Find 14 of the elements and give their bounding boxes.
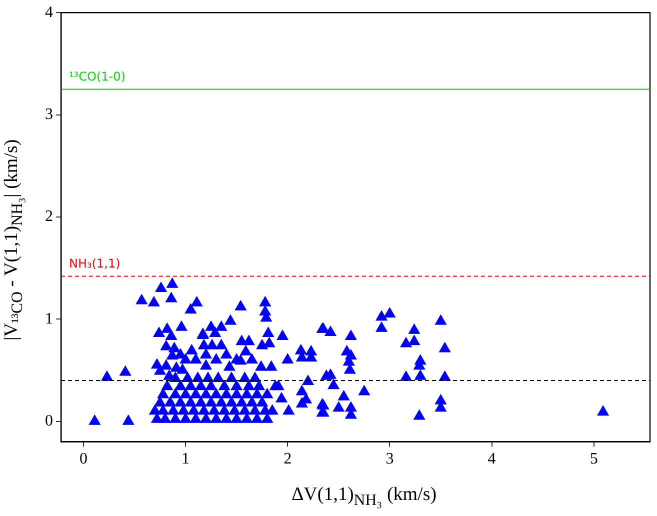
- x-tick-label: 2: [284, 450, 292, 468]
- x-tick-label: 5: [590, 450, 598, 468]
- x-tick-label: 1: [182, 450, 190, 468]
- y-tick-label: 4: [45, 4, 53, 21]
- x-tick-label: 0: [79, 450, 88, 468]
- y-tick-label: 0: [45, 412, 53, 430]
- ref-line-label: NH₃(1,1): [69, 256, 120, 270]
- x-tick-label: 4: [488, 450, 496, 468]
- ref-line-label: ¹³CO(1-0): [69, 69, 126, 84]
- x-axis-title: ΔV(1,1)$_{NH₃}$ (km/s): [290, 484, 438, 510]
- y-tick-label: 3: [45, 106, 53, 123]
- x-tick-label: 3: [386, 450, 394, 468]
- y-tick-label: 1: [45, 310, 53, 328]
- y-tick-label: 2: [45, 208, 53, 226]
